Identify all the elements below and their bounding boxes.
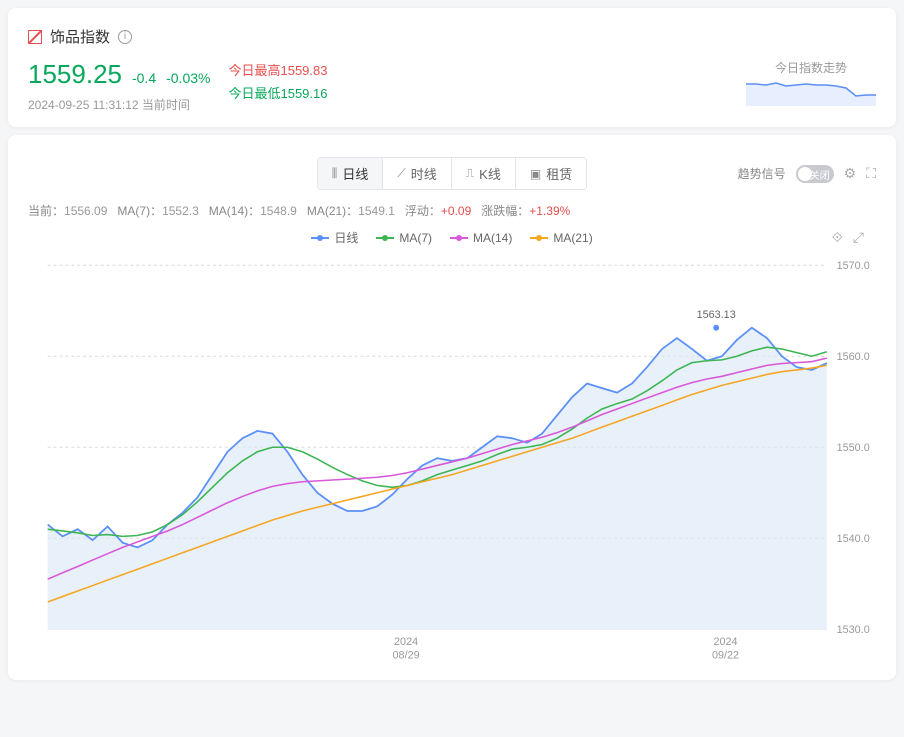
tab-K线[interactable]: ⎍ K线 (452, 158, 516, 189)
legend-label: MA(21) (553, 231, 592, 245)
chart-card: ⫼ 日线 ⟋ 时线 ⎍ K线 ▣ 租赁 趋势信号 关闭 ⚙ ⛶ 当前：1556.09 MA(7… (8, 135, 896, 680)
timestamp-suffix: 当前时间 (142, 98, 190, 112)
index-icon (28, 30, 42, 44)
tab-label: K线 (479, 164, 501, 183)
rent-icon: ▣ (530, 167, 541, 181)
stat-current: 1556.09 (64, 204, 107, 218)
stat-float: +0.09 (441, 204, 471, 218)
chart-toolbar: ⫼ 日线 ⟋ 时线 ⎍ K线 ▣ 租赁 趋势信号 关闭 ⚙ ⛶ (28, 157, 876, 190)
tab-label: 时线 (411, 164, 437, 183)
svg-text:1540.0: 1540.0 (837, 533, 870, 545)
tab-label: 租赁 (546, 164, 572, 183)
expand-icon[interactable]: ⤢ (853, 229, 864, 246)
low-value: 1559.16 (280, 86, 327, 101)
chart-legend: 日线 MA(7) MA(14) MA(21) ⟐ ⤢ (28, 223, 876, 252)
price-value: 1559.25 (28, 59, 122, 90)
legend-line-icon (311, 237, 329, 239)
chart-stats-row: 当前：1556.09 MA(7)：1552.3 MA(14)：1548.9 MA… (28, 198, 876, 223)
index-title: 饰品指数 (50, 26, 110, 47)
high-label: 今日最高 (228, 63, 280, 78)
fullscreen-icon[interactable]: ⛶ (866, 165, 876, 182)
change-pct: -0.03% (166, 70, 210, 86)
svg-text:1570.0: 1570.0 (837, 260, 870, 272)
info-icon[interactable]: i (118, 30, 132, 44)
tab-label: 日线 (342, 164, 368, 183)
svg-text:1550.0: 1550.0 (837, 442, 870, 454)
sparkline-chart (746, 78, 876, 106)
trend-signal-label: 趋势信号 (738, 165, 786, 182)
low-label: 今日最低 (228, 86, 280, 101)
chart-tabs: ⫼ 日线 ⟋ 时线 ⎍ K线 ▣ 租赁 (317, 157, 587, 190)
legend-item[interactable]: MA(7) (376, 229, 432, 246)
sparkline-label: 今日指数走势 (746, 59, 876, 76)
main-chart: 1530.0 1540.0 1550.0 1560.0 1570.0 1563.13 202… (28, 252, 876, 672)
legend-line-icon (376, 237, 394, 239)
high-value: 1559.83 (280, 63, 327, 78)
legend-item[interactable]: MA(14) (450, 229, 512, 246)
candle-icon: ⎍ (466, 166, 474, 181)
stat-ma14: 1548.9 (260, 204, 297, 218)
tab-租赁[interactable]: ▣ 租赁 (516, 158, 586, 189)
legend-line-icon (450, 237, 468, 239)
timestamp: 2024-09-25 11:31:12 (28, 98, 139, 112)
legend-label: 日线 (334, 229, 358, 246)
bar-icon: ⫼ (332, 166, 338, 181)
sparkline-block: 今日指数走势 (746, 59, 876, 111)
change-abs: -0.4 (132, 70, 156, 86)
svg-text:08/29: 08/29 (393, 650, 420, 662)
select-area-icon[interactable]: ⟐ (832, 229, 843, 246)
legend-label: MA(7) (399, 231, 432, 245)
legend-label: MA(14) (473, 231, 512, 245)
svg-text:2024: 2024 (394, 636, 418, 648)
svg-text:1563.13: 1563.13 (697, 309, 736, 321)
legend-item[interactable]: 日线 (311, 229, 358, 246)
svg-text:09/22: 09/22 (712, 650, 739, 662)
line-icon: ⟋ (397, 166, 405, 181)
legend-item[interactable]: MA(21) (530, 229, 592, 246)
tab-时线[interactable]: ⟋ 时线 (383, 158, 451, 189)
svg-text:1530.0: 1530.0 (837, 624, 870, 636)
legend-line-icon (530, 237, 548, 239)
header-card: 饰品指数 i 1559.25 -0.4 -0.03% 2024-09-25 11… (8, 8, 896, 127)
svg-text:2024: 2024 (713, 636, 737, 648)
stat-ma7: 1552.3 (162, 204, 199, 218)
settings-icon[interactable]: ⚙ (844, 165, 857, 182)
trend-toggle[interactable]: 关闭 (796, 165, 834, 183)
tab-日线[interactable]: ⫼ 日线 (318, 158, 384, 189)
stat-ma21: 1549.1 (358, 204, 395, 218)
svg-text:1560.0: 1560.0 (837, 351, 870, 363)
stat-pct: +1.39% (529, 204, 570, 218)
